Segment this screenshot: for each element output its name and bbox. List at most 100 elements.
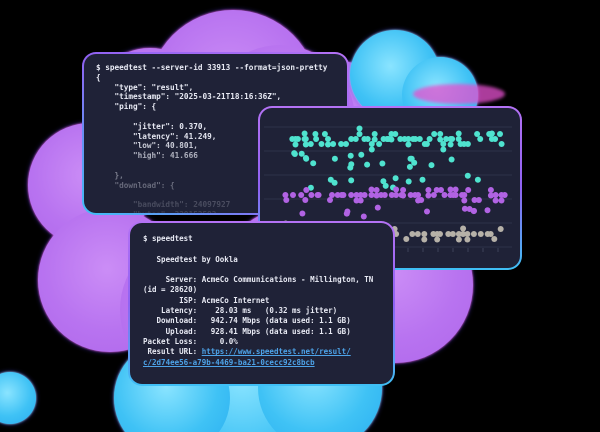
chart-dot xyxy=(419,176,426,183)
chart-dot xyxy=(340,192,347,198)
chart-dot xyxy=(312,131,319,137)
terminal-window-result: $ speedtest Speedtest by Ookla Server: A… xyxy=(128,221,395,386)
chart-dot xyxy=(474,176,481,183)
chart-dot xyxy=(460,231,467,237)
terminal-result-output: $ speedtest Speedtest by Ookla Server: A… xyxy=(130,223,393,379)
chart-dot xyxy=(302,197,309,203)
terminal-json-line: { xyxy=(96,72,101,82)
chart-dot xyxy=(433,187,440,193)
chart-dot xyxy=(348,136,355,142)
chart-dot xyxy=(465,187,472,193)
chart-dot xyxy=(283,197,290,203)
chart-dot xyxy=(331,179,338,186)
chart-dot xyxy=(425,187,432,193)
chart-dot xyxy=(466,206,473,212)
chart-dot xyxy=(364,136,371,142)
chart-dot xyxy=(448,156,455,163)
chart-dot xyxy=(440,141,447,147)
terminal-result-line: $ speedtest xyxy=(143,234,193,243)
terminal-result-line xyxy=(143,244,380,254)
terminal-json-line: "jitter": 0.370, xyxy=(96,121,208,131)
chart-dot xyxy=(492,197,499,204)
chart-dot xyxy=(426,136,433,142)
terminal-json-line: "bandwidth": 24097927 xyxy=(96,200,231,210)
chart-dot xyxy=(294,136,301,142)
chart-dot xyxy=(373,192,380,199)
chart-dot xyxy=(352,136,359,142)
chart-dot xyxy=(400,187,407,193)
chart-dot xyxy=(318,141,325,147)
chart-dot xyxy=(449,136,456,142)
chart-dot xyxy=(437,136,444,143)
pink-dither-edge xyxy=(413,84,505,104)
chart-dot xyxy=(447,186,454,193)
chart-dot xyxy=(321,131,328,137)
chart-dot xyxy=(475,197,482,203)
chart-dot xyxy=(315,192,322,198)
terminal-json-line: "high": 41.666 xyxy=(96,151,198,161)
chart-dot xyxy=(397,136,404,142)
chart-dot xyxy=(301,130,308,137)
chart-dot xyxy=(310,160,317,167)
chart-dot xyxy=(421,236,428,243)
chart-dot xyxy=(330,141,337,147)
chart-dot xyxy=(364,161,371,168)
cloud-blob xyxy=(0,372,36,424)
chart-dot xyxy=(418,197,425,203)
chart-dot xyxy=(455,236,462,243)
chart-dot xyxy=(460,225,467,232)
terminal-json-line: "type": "result", xyxy=(96,82,194,92)
chart-dot xyxy=(338,141,345,147)
terminal-command: $ speedtest --server-id 33913 --format=j… xyxy=(96,63,328,72)
chart-dot xyxy=(308,192,315,198)
chart-dot xyxy=(487,187,494,193)
chart-dot xyxy=(392,175,399,182)
terminal-result-line: Upload: 928.41 Mbps (data used: 1.1 GB) xyxy=(143,326,351,336)
chart-dot xyxy=(388,192,395,198)
chart-dot xyxy=(353,192,360,198)
chart-dot xyxy=(491,236,498,242)
result-url-link[interactable]: https://www.speedtest.net/result/ xyxy=(201,347,351,357)
chart-dot xyxy=(298,192,305,198)
chart-dot xyxy=(356,131,363,137)
chart-dot xyxy=(381,192,388,198)
chart-dot xyxy=(424,208,430,215)
chart-dot xyxy=(329,192,335,198)
chart-dot xyxy=(302,136,309,142)
result-url-link[interactable]: c/2d74ee56-a79b-4469-ba21-0cecc92c8bcb xyxy=(143,357,315,367)
chart-dot xyxy=(415,192,422,198)
chart-dot xyxy=(464,172,471,179)
terminal-json-line: }, xyxy=(96,170,124,180)
terminal-result-line: Result URL: https://www.speedtest.net/re… xyxy=(143,347,351,357)
terminal-result-line: Server: AcmeCo Communications - Millingt… xyxy=(143,275,374,285)
chart-dot xyxy=(455,130,462,137)
chart-dot xyxy=(437,131,444,137)
chart-dot xyxy=(452,186,459,193)
latency-bandwidth-dot-chart xyxy=(264,125,512,252)
chart-dot xyxy=(474,131,481,137)
chart-dot xyxy=(368,186,375,193)
chart-dot xyxy=(368,192,375,198)
terminal-result-line: ISP: AcmeCo Internet xyxy=(143,295,270,305)
chart-dot xyxy=(388,136,395,143)
chart-dot xyxy=(411,159,418,166)
chart-dot xyxy=(407,192,414,198)
chart-dot xyxy=(325,136,331,142)
chart-dot xyxy=(443,136,450,142)
chart-dot xyxy=(282,192,289,198)
chart-dot xyxy=(344,208,351,215)
chart-dot xyxy=(409,231,416,237)
chart-dot xyxy=(421,231,428,237)
chart-dot xyxy=(431,131,438,137)
chart-dot xyxy=(331,155,338,162)
chart-dot xyxy=(477,231,484,237)
chart-dot xyxy=(498,197,505,204)
terminal-result-line: Speedtest by Ookla xyxy=(143,254,238,264)
chart-dot xyxy=(348,192,355,198)
chart-dot xyxy=(464,231,471,237)
chart-dot xyxy=(291,151,298,157)
chart-dot xyxy=(455,136,462,142)
terminal-result-line: c/2d74ee56-a79b-4469-ba21-0cecc92c8bcb xyxy=(143,358,380,368)
chart-dot xyxy=(382,182,389,189)
chart-dot xyxy=(497,226,504,232)
